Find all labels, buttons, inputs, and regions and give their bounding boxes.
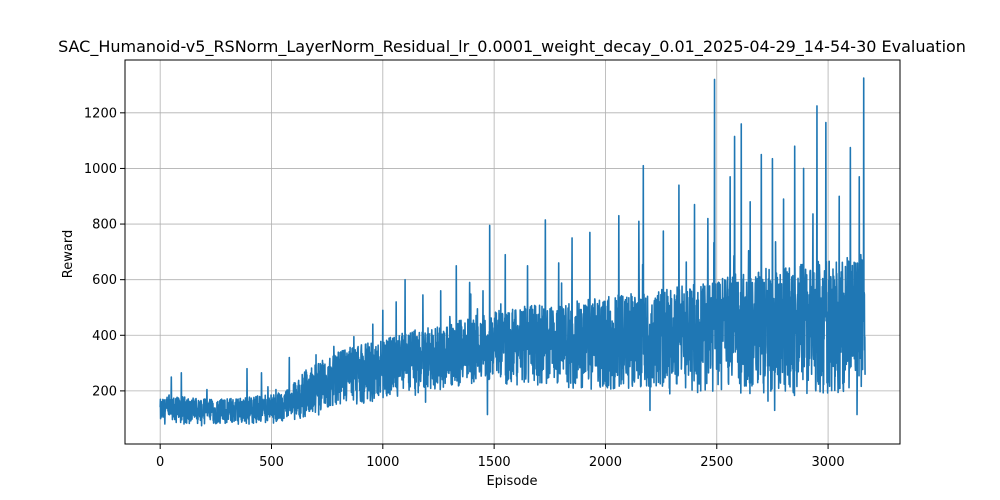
plot-layer <box>159 77 866 427</box>
y-tick-label: 1000 <box>84 162 117 177</box>
y-tick-label: 1200 <box>84 106 117 121</box>
y-tick-label: 800 <box>92 218 117 233</box>
plot-frame <box>124 59 901 445</box>
x-tick-label: 3000 <box>812 455 845 470</box>
y-axis-label: Reward <box>61 230 76 278</box>
x-tick-label: 500 <box>259 455 284 470</box>
reward-series-line <box>159 77 866 427</box>
x-tick-label: 1500 <box>478 455 511 470</box>
x-tick-label: 2000 <box>589 455 622 470</box>
y-tick-label: 600 <box>92 273 117 288</box>
x-axis-label: Episode <box>486 474 537 489</box>
y-tick-label: 400 <box>92 329 117 344</box>
x-tick-label: 2500 <box>700 455 733 470</box>
y-tick-label: 200 <box>92 384 117 399</box>
x-tick-label: 0 <box>156 455 164 470</box>
chart-title: SAC_Humanoid-v5_RSNorm_LayerNorm_Residua… <box>58 37 966 57</box>
axis-layer: 0 500 1000 1500 2000 2500 3000 200 400 600 800 1000… <box>84 59 901 470</box>
x-tick-label: 1000 <box>366 455 399 470</box>
